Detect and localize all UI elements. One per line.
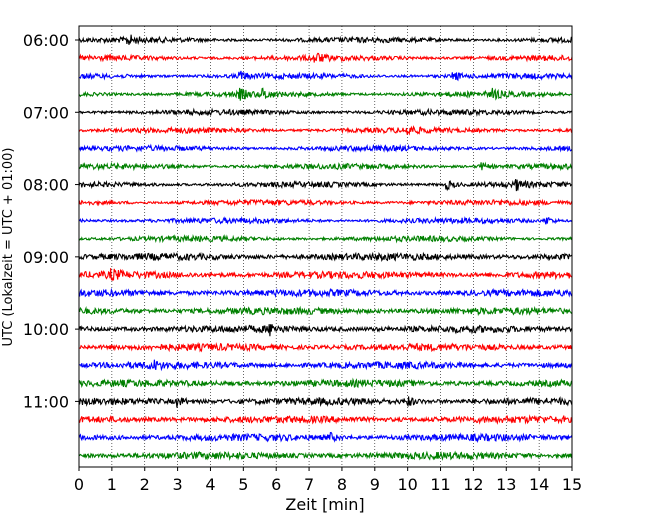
- seismogram-trace: [78, 179, 573, 192]
- seismogram-trace: [78, 34, 572, 46]
- x-tick-label: 10: [397, 475, 417, 494]
- seismogram-trace: [79, 305, 573, 317]
- y-axis: 06:00 07:00 08:00 09:00 10:00 11:00: [23, 31, 79, 411]
- x-tick-label: 14: [529, 475, 549, 494]
- x-tick-label: 0: [74, 475, 84, 494]
- y-tick-label: 08:00: [23, 176, 69, 195]
- seismogram-trace: [78, 450, 573, 461]
- y-tick-label: 06:00: [23, 31, 69, 50]
- x-tick-label: 15: [562, 475, 582, 494]
- y-tick-label: 09:00: [23, 248, 69, 267]
- x-tick-label: 2: [140, 475, 150, 494]
- x-tick-label: 8: [337, 475, 347, 494]
- seismogram-trace: [78, 359, 573, 372]
- seismogram-trace: [78, 396, 573, 408]
- x-tick-label: 4: [205, 475, 215, 494]
- seismogram-trace: [78, 341, 573, 353]
- x-tick-label: 13: [496, 475, 516, 494]
- trace-group: [78, 34, 573, 461]
- y-axis-label: UTC (Lokalzeit = UTC + 01:00): [1, 148, 16, 347]
- x-tick-label: 3: [173, 475, 183, 494]
- x-axis-label: Zeit [min]: [285, 495, 364, 514]
- x-tick-label: 7: [304, 475, 314, 494]
- y-tick-label: 10:00: [23, 320, 69, 339]
- seismogram-trace: [78, 234, 573, 244]
- y-tick-label: 11:00: [23, 392, 69, 411]
- seismogram-trace: [78, 324, 573, 337]
- x-tick-label: 12: [463, 475, 483, 494]
- x-axis: 0 1 2 3 4 5 6 7 8 9 10 11 12 13 14 15: [74, 467, 582, 494]
- seismogram-trace: [78, 70, 573, 82]
- seismogram-trace: [78, 377, 573, 389]
- seismogram-trace: [78, 161, 573, 172]
- x-tick-label: 6: [271, 475, 281, 494]
- seismogram-trace: [78, 52, 573, 63]
- seismogram-trace: [78, 143, 573, 153]
- x-tick-label: 9: [370, 475, 380, 494]
- seismogram-trace: [78, 251, 573, 263]
- plot-frame: [78, 25, 573, 468]
- seismogram-trace: [78, 431, 573, 444]
- x-tick-label: 1: [107, 475, 117, 494]
- seismogram-trace: [78, 107, 573, 117]
- seismogram-trace: [78, 198, 573, 207]
- seismogram-trace: [78, 87, 573, 101]
- y-tick-label: 07:00: [23, 103, 69, 122]
- x-tick-label: 5: [238, 475, 248, 494]
- seismogram-trace: [78, 268, 573, 282]
- seismogram-trace: [78, 287, 573, 299]
- seismogram-trace: [78, 216, 573, 225]
- seismogram-trace: [78, 125, 573, 136]
- x-tick-label: 11: [430, 475, 450, 494]
- seismogram-trace: [78, 414, 573, 425]
